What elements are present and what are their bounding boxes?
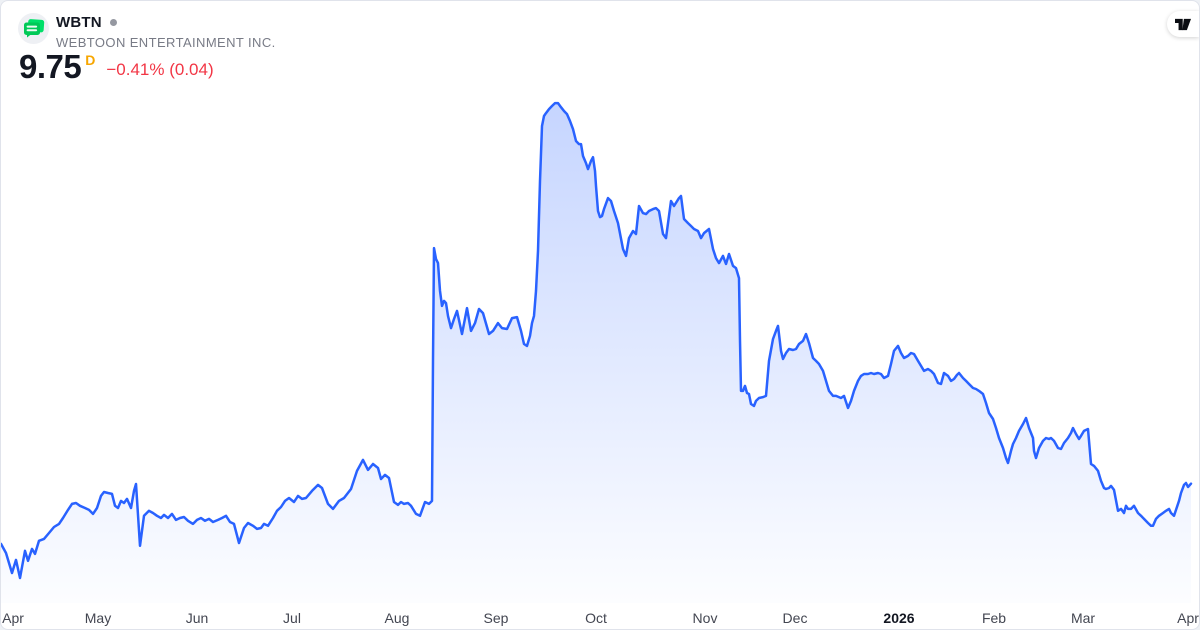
x-axis-label: Sep [483,610,509,626]
x-axis-label: Oct [585,610,607,626]
tradingview-badge[interactable] [1167,11,1199,37]
x-axis-label: Apr [1177,610,1199,626]
x-axis-label: Apr [2,610,24,626]
price-row: 9.75 D −0.41% (0.04) [19,50,214,84]
x-axis-label: Mar [1070,610,1096,626]
ticker-row[interactable]: WBTN [56,13,117,31]
price-change: −0.41% (0.04) [106,60,214,79]
x-axis-label: Nov [692,610,718,626]
x-axis-label: Dec [782,610,808,626]
company-name: WEBTOON ENTERTAINMENT INC. [56,35,276,50]
x-axis-label: Jul [283,610,301,626]
market-status-icon [109,18,117,26]
x-axis-label: Feb [981,610,1007,626]
symbol-logo [18,13,49,44]
area-fill [1,103,1191,603]
interval-badge: D [85,52,96,68]
x-axis: Apr May Jun Jul Aug Sep Oct Nov Dec 2026 Feb Mar Apr [1,608,1199,629]
x-axis-label: May [84,610,112,626]
x-axis-label: Aug [384,610,410,626]
ticker-symbol: WBTN [56,13,102,31]
last-price: 9.75 [19,48,82,85]
price-line [1,101,1193,580]
header: WBTN WEBTOON ENTERTAINMENT INC. 9.75 D −… [1,1,501,101]
x-axis-label: 2026 [883,610,915,626]
webtoon-logo-icon [23,19,44,38]
x-axis-label: Jun [185,610,209,626]
tradingview-logo-icon [1175,18,1191,30]
